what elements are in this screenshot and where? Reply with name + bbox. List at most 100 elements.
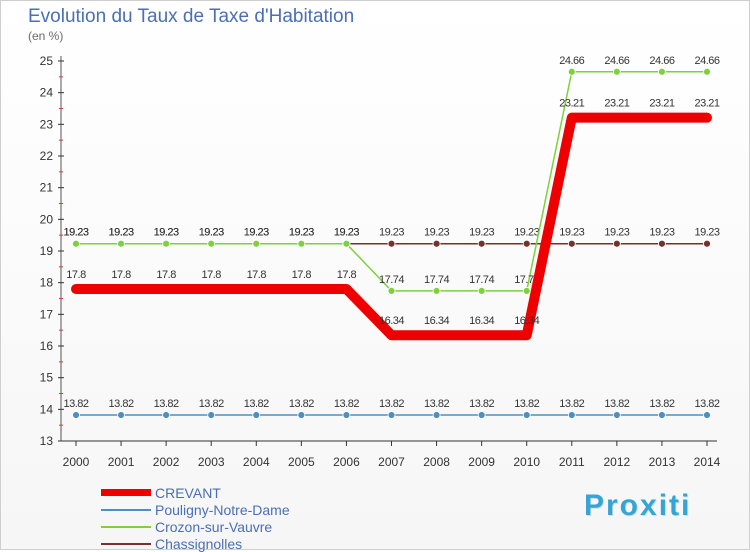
y-tick-label: 18 <box>40 276 54 290</box>
x-tick-label: 2003 <box>198 455 225 469</box>
data-label: 23.21 <box>604 98 629 110</box>
data-point <box>162 411 171 419</box>
data-point <box>522 239 531 248</box>
x-tick-label: 2004 <box>243 455 270 469</box>
legend-swatch-crozon <box>101 525 151 528</box>
data-point <box>477 286 486 295</box>
legend-swatch-chassignolles <box>101 542 151 545</box>
data-point <box>432 239 441 248</box>
data-label: 16.34 <box>379 315 404 327</box>
data-label: 17.74 <box>379 274 404 286</box>
y-tick-label: 14 <box>40 402 54 416</box>
y-tick-label: 24 <box>40 86 54 100</box>
data-label: 24.66 <box>649 55 674 67</box>
data-label: 19.23 <box>109 227 134 239</box>
data-label: 19.23 <box>63 227 88 239</box>
data-label: 19.23 <box>289 227 314 239</box>
data-point <box>658 239 666 248</box>
data-point <box>432 411 441 419</box>
x-tick-label: 2005 <box>288 455 315 469</box>
data-label: 19.23 <box>199 227 224 239</box>
x-tick-label: 2009 <box>468 455 495 469</box>
data-label: 24.66 <box>694 55 719 67</box>
data-label: 19.23 <box>244 227 269 239</box>
data-point <box>342 411 351 419</box>
y-tick-label: 25 <box>40 54 54 68</box>
y-tick-label: 20 <box>40 212 54 226</box>
data-label: 19.23 <box>469 227 494 239</box>
data-label: 13.82 <box>199 398 224 410</box>
data-point <box>252 411 261 419</box>
data-point <box>567 67 576 76</box>
data-label: 17.8 <box>156 269 176 281</box>
data-label: 13.82 <box>289 398 314 410</box>
y-tick-label: 19 <box>40 244 54 258</box>
data-label: 19.23 <box>244 227 269 239</box>
data-point <box>567 239 576 248</box>
data-label: 13.82 <box>244 398 269 410</box>
data-point <box>387 239 396 248</box>
data-point <box>612 67 621 76</box>
data-point <box>252 239 261 248</box>
data-label: 16.34 <box>514 315 539 327</box>
data-point <box>117 239 125 248</box>
data-point <box>387 411 396 419</box>
data-point <box>207 239 216 248</box>
legend-item-chassignolles: Chassignolles <box>101 535 290 552</box>
legend-item-crevant: CREVANT <box>101 484 290 501</box>
x-tick-label: 2010 <box>513 455 540 469</box>
data-label: 19.23 <box>154 227 179 239</box>
data-label: 17.8 <box>111 269 131 281</box>
data-label: 13.82 <box>469 398 494 410</box>
data-label: 19.23 <box>379 227 404 239</box>
data-point <box>567 411 576 419</box>
data-label: 17.8 <box>66 269 86 281</box>
data-point <box>387 286 396 295</box>
data-label: 19.23 <box>424 227 449 239</box>
data-label: 19.23 <box>694 227 719 239</box>
x-tick-label: 2012 <box>604 455 631 469</box>
data-point <box>612 411 621 419</box>
data-point <box>703 411 711 419</box>
data-label: 16.34 <box>424 315 449 327</box>
data-label: 13.82 <box>514 398 539 410</box>
data-label: 19.23 <box>649 227 674 239</box>
data-point <box>297 239 306 248</box>
x-tick-label: 2007 <box>378 455 405 469</box>
data-label: 19.23 <box>559 227 584 239</box>
data-label: 23.21 <box>559 98 584 110</box>
data-point <box>72 239 80 248</box>
data-point <box>522 286 531 295</box>
data-point <box>117 411 125 419</box>
x-tick-label: 2008 <box>423 455 450 469</box>
data-label: 13.82 <box>109 398 134 410</box>
data-point <box>658 411 666 419</box>
series-line-crevant <box>71 112 712 341</box>
data-point <box>522 411 531 419</box>
data-point <box>477 411 486 419</box>
data-label: 13.82 <box>649 398 674 410</box>
y-tick-label: 22 <box>40 149 54 163</box>
data-label: 24.66 <box>559 55 584 67</box>
chart-unit-label: (en %) <box>28 29 64 43</box>
data-label: 13.82 <box>604 398 629 410</box>
data-point <box>703 239 711 248</box>
data-label: 17.8 <box>292 269 312 281</box>
y-tick-label: 15 <box>40 371 54 385</box>
data-label: 16.34 <box>469 315 494 327</box>
data-label: 19.23 <box>199 227 224 239</box>
legend-label-crozon: Crozon-sur-Vauvre <box>155 518 273 535</box>
data-label: 13.82 <box>334 398 359 410</box>
x-tick-label: 2001 <box>108 455 135 469</box>
data-point <box>477 239 486 248</box>
data-label: 19.23 <box>514 227 539 239</box>
data-label: 19.23 <box>334 227 359 239</box>
y-tick-label: 17 <box>40 307 54 321</box>
data-label: 19.23 <box>109 227 134 239</box>
data-label: 23.21 <box>694 98 719 110</box>
x-tick-label: 2006 <box>333 455 360 469</box>
data-label: 13.82 <box>379 398 404 410</box>
legend-item-crozon: Crozon-sur-Vauvre <box>101 518 290 535</box>
chart-legend: CREVANT Pouligny-Notre-Dame Crozon-sur-V… <box>101 484 290 552</box>
